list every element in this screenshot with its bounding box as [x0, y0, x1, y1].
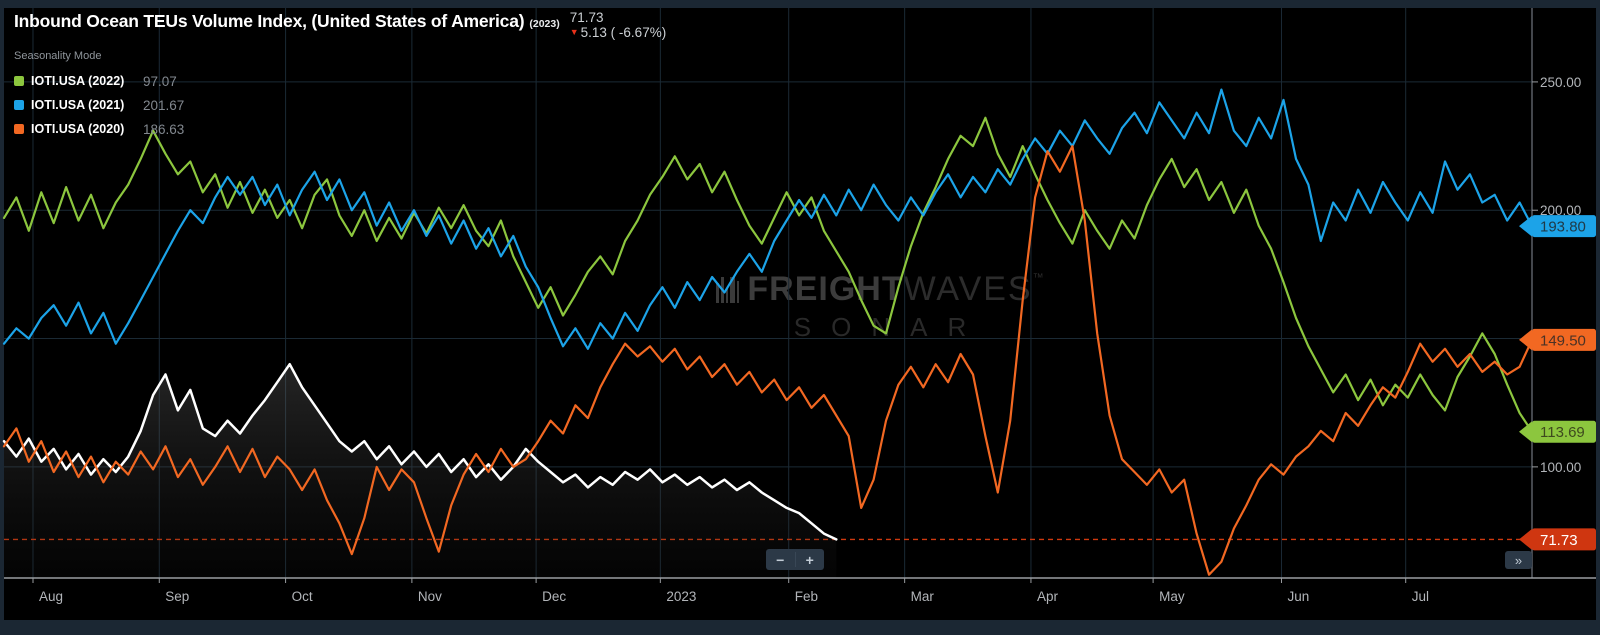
price-tag-2021: 193.80	[1519, 215, 1596, 238]
x-tick-label: Apr	[1037, 589, 1059, 604]
price-tag-2023: 71.73	[1519, 528, 1596, 551]
svg-text:193.80: 193.80	[1540, 219, 1586, 236]
x-tick-label: May	[1159, 589, 1185, 604]
zoom-out-button[interactable]: −	[776, 551, 785, 568]
legend-label-2021: IOTI.USA (2021)	[31, 98, 125, 112]
x-tick-label: Nov	[418, 589, 442, 604]
expand-panel-button[interactable]: »	[1505, 551, 1532, 569]
watermark-brand-light: WAVES	[903, 270, 1033, 308]
zoom-in-button[interactable]: +	[805, 551, 814, 568]
legend-label-2022: IOTI.USA (2022)	[31, 74, 125, 88]
x-tick-label: Mar	[911, 589, 935, 604]
freightwaves-watermark: FREIGHT WAVES ™ SONAR	[630, 270, 1130, 343]
y-tick-label: 200.00	[1540, 203, 1581, 218]
zoom-divider	[794, 552, 796, 567]
series-line-2021	[2, 88, 1534, 350]
chart-header: Inbound Ocean TEUs Volume Index, (United…	[14, 10, 666, 40]
down-arrow-icon: ▼	[569, 27, 579, 37]
svg-text:149.50: 149.50	[1540, 332, 1586, 349]
swatch-2021	[14, 100, 24, 110]
y-tick-label: 100.00	[1540, 460, 1581, 475]
y-tick-label: 250.00	[1540, 75, 1581, 90]
legend-item-2022[interactable]: IOTI.USA (2022) 97.07	[14, 69, 184, 93]
svg-text:71.73: 71.73	[1540, 532, 1578, 549]
x-tick-label: Sep	[165, 589, 189, 604]
legend: Seasonality Mode IOTI.USA (2022) 97.07 I…	[14, 50, 184, 141]
watermark-subbrand: SONAR	[793, 312, 987, 342]
svg-text:113.69: 113.69	[1540, 424, 1585, 441]
legend-value-2020: 186.63	[143, 121, 185, 137]
x-tick-label: 2023	[666, 589, 696, 604]
swatch-2020	[14, 124, 24, 134]
change-text: 5.13 ( -6.67%)	[580, 25, 667, 40]
x-tick-label: Jun	[1287, 589, 1309, 604]
legend-label-2020: IOTI.USA (2020)	[31, 122, 125, 136]
series-line-2020	[2, 145, 1534, 576]
x-tick-label: Jul	[1412, 589, 1429, 604]
price-tag-2020: 149.50	[1519, 328, 1596, 351]
price-tag-2022: 113.69	[1519, 420, 1596, 443]
series-line-2022	[2, 116, 1534, 433]
last-value-block: 71.73 ▼ 5.13 ( -6.67%)	[570, 10, 666, 40]
legend-item-2021[interactable]: IOTI.USA (2021) 201.67	[14, 93, 184, 117]
zoom-control: − +	[766, 549, 824, 570]
legend-value-2021: 201.67	[143, 97, 185, 113]
x-tick-label: Feb	[795, 589, 818, 604]
trademark-symbol: ™	[1032, 272, 1044, 284]
x-tick-label: Oct	[292, 589, 313, 604]
x-tick-label: Aug	[39, 589, 63, 604]
last-value: 71.73	[569, 10, 604, 25]
x-tick-label: Dec	[542, 589, 566, 604]
seasonality-mode-label: Seasonality Mode	[14, 50, 102, 62]
series-area-2023	[4, 364, 837, 578]
title-year-tag: (2023)	[529, 18, 560, 30]
swatch-2022	[14, 76, 24, 86]
legend-item-2020[interactable]: IOTI.USA (2020) 186.63	[14, 117, 184, 141]
page-title: Inbound Ocean TEUs Volume Index, (United…	[14, 11, 525, 31]
series-line-2023	[2, 362, 838, 541]
watermark-brand-bold: FREIGHT	[747, 270, 904, 308]
legend-value-2022: 97.07	[143, 73, 177, 89]
